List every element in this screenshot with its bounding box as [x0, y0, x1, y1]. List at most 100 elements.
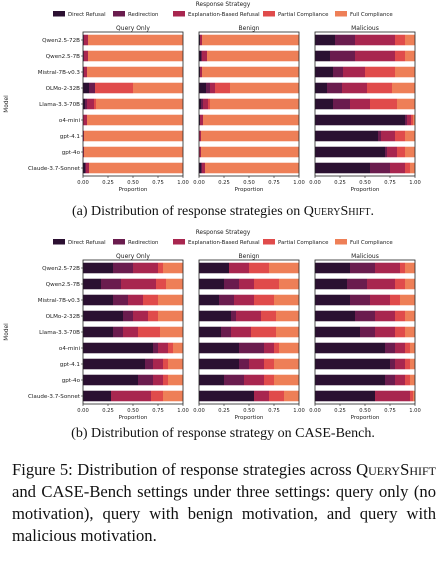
- bar-segment: [199, 162, 201, 174]
- bar-segment: [276, 326, 299, 338]
- y-tick-label: gpt-4.1: [60, 134, 81, 140]
- x-tick-label: 0.00: [77, 408, 89, 414]
- bar-segment: [370, 98, 397, 110]
- bar-segment: [199, 82, 206, 94]
- bar-segment: [315, 262, 350, 274]
- bar-segment: [113, 326, 123, 338]
- bar-segment: [410, 342, 415, 354]
- x-tick-label: 0.75: [384, 408, 396, 414]
- x-tick-label: 1.00: [177, 408, 189, 414]
- x-tick-label: 0.50: [359, 180, 371, 186]
- subcaption-a-suffix: .: [370, 204, 375, 219]
- bar-segment: [158, 342, 168, 354]
- bar-segment: [367, 278, 395, 290]
- legend-title: Response Strategy: [196, 230, 251, 236]
- bar-segment: [168, 358, 183, 370]
- bar-segment: [254, 294, 274, 306]
- bar-segment: [83, 358, 145, 370]
- bar-segment: [330, 50, 355, 62]
- bar-segment: [221, 326, 231, 338]
- bar-segment: [400, 294, 415, 306]
- bar-segment: [202, 34, 299, 46]
- bar-segment: [315, 130, 378, 142]
- bar-segment: [387, 146, 397, 158]
- x-axis-label: Proportion: [119, 187, 148, 193]
- bar-segment: [413, 390, 415, 402]
- legend-label-0: Direct Refusal: [68, 240, 106, 246]
- bar-segment: [335, 34, 355, 46]
- bar-segment: [156, 278, 166, 290]
- bar-segment: [208, 98, 210, 110]
- bar-segment: [87, 66, 183, 78]
- bar-segment: [207, 50, 299, 62]
- bar-segment: [153, 342, 158, 354]
- bar-segment: [83, 66, 84, 78]
- bar-segment: [392, 82, 415, 94]
- bar-segment: [355, 50, 395, 62]
- bar-segment: [405, 146, 415, 158]
- x-tick-label: 0.25: [218, 408, 230, 414]
- figure-caption-name: QueryShift: [356, 460, 436, 479]
- bar-segment: [251, 326, 276, 338]
- bar-segment: [163, 390, 183, 402]
- bar-segment: [87, 114, 183, 126]
- bar-segment: [123, 310, 133, 322]
- x-tick-label: 0.75: [384, 180, 396, 186]
- figure-caption: Figure 5: Distribution of response strat…: [12, 459, 436, 547]
- y-tick-label: Qwen2.5-72B: [42, 266, 80, 272]
- bar-segment: [86, 162, 89, 174]
- bar-segment: [143, 294, 158, 306]
- subcaption-a-prefix: (a) Distribution of response strategies …: [71, 204, 304, 219]
- bar-segment: [206, 82, 210, 94]
- x-tick-label: 1.00: [409, 180, 421, 186]
- bar-segment: [315, 326, 360, 338]
- bar-segment: [279, 278, 299, 290]
- bar-segment: [201, 162, 202, 174]
- bar-segment: [397, 98, 415, 110]
- bar-segment: [385, 374, 395, 386]
- bar-segment: [410, 374, 415, 386]
- panel-title-0: Query Only: [116, 253, 150, 260]
- x-axis-label: Proportion: [235, 187, 264, 193]
- bar-segment: [375, 310, 395, 322]
- subcaption-a-name: QueryShift: [303, 204, 371, 219]
- bar-segment: [234, 294, 254, 306]
- bar-segment: [83, 146, 84, 158]
- y-tick-label: Mistral-7B-v0.3: [38, 298, 81, 304]
- x-tick-label: 0.25: [102, 408, 114, 414]
- bar-segment: [200, 114, 203, 126]
- bar-segment: [219, 294, 234, 306]
- bar-segment: [355, 34, 395, 46]
- bar-segment: [199, 114, 200, 126]
- bar-segment: [315, 294, 350, 306]
- bar-segment: [395, 50, 405, 62]
- x-tick-label: 0.50: [127, 180, 139, 186]
- bar-segment: [315, 146, 385, 158]
- y-tick-label: Llama-3.3-70B: [39, 102, 80, 108]
- bar-segment: [231, 326, 251, 338]
- bar-segment: [201, 50, 202, 62]
- bar-segment: [411, 114, 413, 126]
- panel-title-2: Malicious: [351, 25, 379, 32]
- bar-segment: [89, 162, 183, 174]
- x-tick-label: 0.00: [309, 180, 321, 186]
- x-tick-label: 0.00: [77, 180, 89, 186]
- bar-segment: [199, 342, 239, 354]
- panel-title-1: Benign: [239, 25, 260, 32]
- y-tick-label: Claude-3.7-Sonnet: [28, 394, 81, 400]
- bar-segment: [202, 50, 207, 62]
- bar-segment: [121, 278, 156, 290]
- bar-segment: [199, 278, 224, 290]
- bar-segment: [202, 66, 299, 78]
- panel-title-1: Benign: [239, 253, 260, 260]
- x-tick-label: 0.50: [359, 408, 371, 414]
- bar-segment: [83, 294, 113, 306]
- y-axis-label: Model: [4, 323, 10, 341]
- bar-segment: [210, 98, 299, 110]
- bar-segment: [201, 130, 299, 142]
- legend-label-4: Full Compliance: [350, 240, 393, 246]
- bar-segment: [163, 262, 183, 274]
- bar-segment: [315, 310, 355, 322]
- bar-segment: [94, 98, 96, 110]
- bar-segment: [123, 326, 138, 338]
